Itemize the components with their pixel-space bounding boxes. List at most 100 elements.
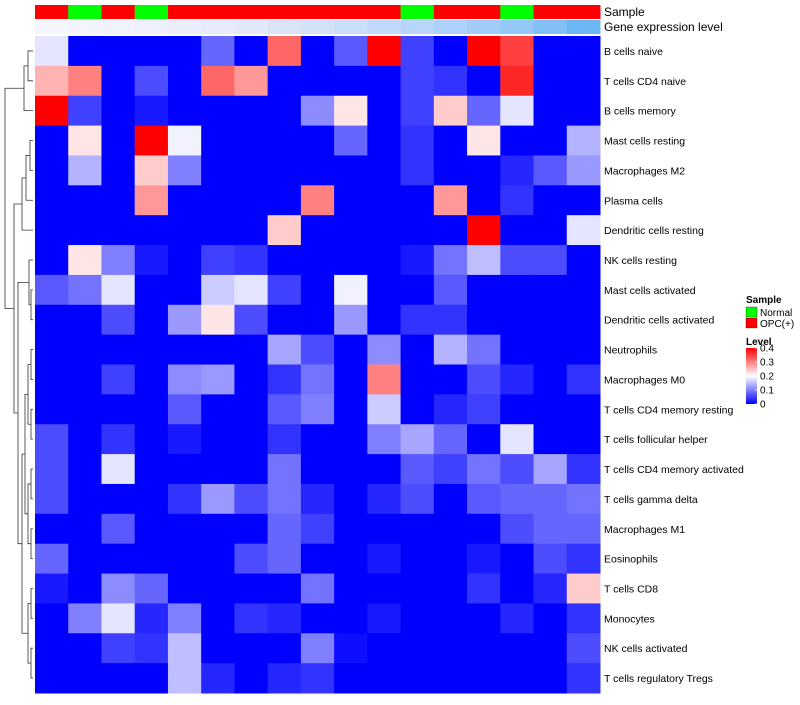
dendrogram-branch — [30, 647, 33, 679]
sample-annotation-cell — [201, 5, 235, 19]
heatmap-cell — [367, 65, 402, 97]
heatmap-cell — [433, 185, 468, 216]
heatmap-cell — [68, 424, 102, 455]
heatmap-cell — [566, 513, 601, 545]
heatmap-cell — [334, 215, 368, 246]
heatmap-cell — [267, 543, 302, 575]
heatmap-cell — [68, 483, 102, 515]
row-label: Macrophages M0 — [604, 374, 685, 386]
heatmap-cell — [101, 663, 136, 694]
heatmap-cell — [267, 663, 302, 694]
heatmap-cell — [334, 603, 368, 634]
heatmap-cell — [101, 633, 136, 664]
sample-annotation-cell — [433, 5, 468, 19]
heatmap-cell — [467, 65, 501, 97]
heatmap-cell — [68, 125, 102, 156]
heatmap-cell — [300, 394, 335, 425]
heatmap-cell — [68, 245, 102, 276]
heatmap-cell — [35, 185, 69, 216]
heatmap-cell — [300, 185, 335, 216]
heatmap-cell — [467, 245, 501, 276]
heatmap-cell — [267, 394, 302, 425]
heatmap-cell — [68, 513, 102, 545]
row-label: Dendritic cells activated — [604, 315, 714, 327]
row-label: T cells follicular helper — [604, 434, 708, 446]
heatmap-cell — [433, 364, 468, 395]
row-label: NK cells resting — [604, 255, 677, 267]
gene-expression-annotation-cell — [433, 20, 468, 34]
heatmap-cell — [566, 65, 601, 97]
legend-level-tick-label: 0.4 — [760, 344, 774, 355]
heatmap-cell — [68, 215, 102, 246]
heatmap-cell — [201, 543, 235, 575]
heatmap-cell — [234, 394, 269, 425]
dendrogram-branch — [27, 603, 31, 664]
sample-annotation-cell — [533, 5, 568, 19]
gene-expression-annotation-cell — [300, 20, 335, 34]
heatmap-cell — [566, 454, 601, 485]
heatmap-cell — [433, 603, 468, 634]
heatmap-cell — [68, 155, 102, 186]
heatmap-cell — [35, 394, 69, 425]
heatmap-cell — [201, 663, 235, 694]
heatmap-cell — [400, 65, 435, 97]
heatmap-cell — [300, 125, 335, 156]
dendrogram-branch — [21, 177, 33, 231]
heatmap-cell — [467, 663, 501, 694]
heatmap-cell — [467, 454, 501, 485]
heatmap-cell — [300, 95, 335, 127]
heatmap-cell — [500, 424, 535, 455]
heatmap-cell — [566, 125, 601, 156]
heatmap-cell — [167, 543, 202, 575]
heatmap-cell — [101, 155, 136, 186]
row-label: T cells regulatory Tregs — [604, 673, 713, 685]
row-label: T cells CD4 memory resting — [604, 404, 733, 416]
legend-opc-swatch — [745, 317, 758, 329]
heatmap-cell — [234, 36, 269, 67]
heatmap-cell — [433, 424, 468, 455]
heatmap-cell — [101, 573, 136, 604]
heatmap-cell — [201, 304, 235, 336]
heatmap-cell — [566, 543, 601, 575]
heatmap-cell — [68, 274, 102, 306]
sample-annotation-cell — [367, 5, 402, 19]
heatmap-cell — [566, 95, 601, 127]
heatmap-cell — [167, 155, 202, 186]
heatmap-cell — [267, 573, 302, 604]
sample-annotation-cell — [68, 5, 102, 19]
dendrogram-branch — [27, 364, 31, 425]
heatmap-cell — [500, 65, 535, 97]
gene-expression-annotation-cell — [101, 20, 136, 34]
row-labels: B cells naive T cells CD4 naive B cells me… — [604, 46, 744, 685]
heatmap-cell — [467, 36, 501, 67]
heatmap-cell — [400, 304, 435, 336]
heatmap-cell — [500, 483, 535, 515]
heatmap-cell — [433, 95, 468, 127]
heatmap-cell — [68, 304, 102, 336]
heatmap-cell — [101, 304, 136, 336]
heatmap-cell — [334, 274, 368, 306]
heatmap-cell — [300, 633, 335, 664]
dendrogram-branch — [23, 65, 33, 112]
heatmap-cell — [400, 573, 435, 604]
heatmap-cell — [167, 454, 202, 485]
heatmap-cell — [167, 245, 202, 276]
legend-level-tick-label: 0.1 — [760, 386, 774, 397]
heatmap-cell — [201, 603, 235, 634]
heatmap-cell — [467, 334, 501, 365]
heatmap-cell — [367, 543, 402, 575]
heatmap-cell — [400, 215, 435, 246]
heatmap-cell — [433, 573, 468, 604]
heatmap-cell — [367, 274, 402, 306]
heatmap-cell — [566, 245, 601, 276]
heatmap-cell — [68, 65, 102, 97]
heatmap-cell — [566, 155, 601, 186]
gene-expression-annotation-cell — [467, 20, 501, 34]
heatmap-cell — [533, 513, 568, 545]
heatmap-cell — [433, 633, 468, 664]
heatmap-cell — [267, 304, 302, 336]
heatmap-cell — [367, 483, 402, 515]
gene-expression-annotation-cell — [134, 20, 169, 34]
heatmap-cell — [433, 483, 468, 515]
